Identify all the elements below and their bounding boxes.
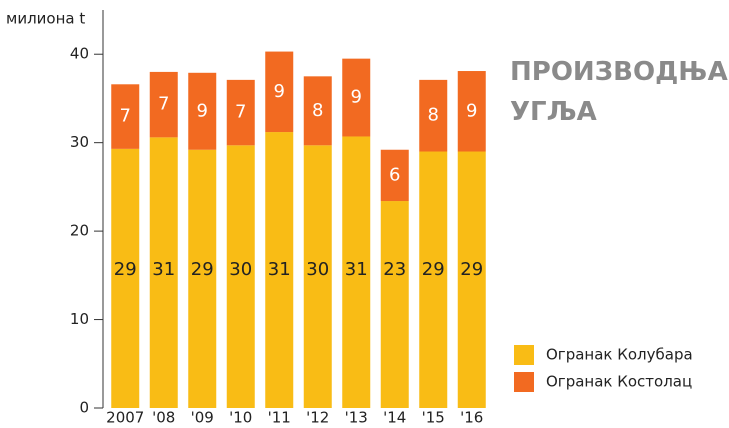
- x-tick-label: '11: [268, 409, 291, 427]
- data-label: 31: [152, 259, 175, 280]
- data-label: 29: [422, 259, 445, 280]
- data-label: 7: [120, 106, 131, 127]
- chart-title: ПРОИЗВОДЊА УГЉА: [510, 57, 728, 127]
- bar-segment: [419, 79, 448, 152]
- bar-segment: [226, 79, 255, 146]
- legend-swatch: [514, 345, 534, 365]
- data-label: 9: [274, 81, 285, 102]
- bar-segment: [380, 201, 409, 408]
- data-label: 6: [389, 164, 400, 185]
- bar-segment: [265, 132, 294, 408]
- bar-segment: [457, 71, 486, 152]
- data-label: 29: [460, 259, 483, 280]
- bar-segment: [226, 145, 255, 408]
- data-label: 9: [351, 87, 362, 108]
- y-axis-label: милиона t: [6, 10, 85, 28]
- data-label: 9: [466, 100, 477, 121]
- data-label: 30: [229, 259, 252, 280]
- data-label: 8: [312, 100, 323, 121]
- data-label: 31: [268, 259, 291, 280]
- x-tick-label: '09: [191, 409, 214, 427]
- y-tick-label: 10: [70, 310, 89, 328]
- data-label: 7: [235, 102, 246, 123]
- bar-segment: [342, 58, 371, 137]
- data-label: 29: [114, 259, 137, 280]
- x-tick-label: 2007: [106, 409, 144, 427]
- data-label: 23: [383, 259, 406, 280]
- bar-segment: [303, 76, 332, 146]
- bar-segment: [419, 151, 448, 408]
- x-tick-label: '08: [152, 409, 175, 427]
- data-label: 9: [197, 100, 208, 121]
- x-tick-label: '13: [345, 409, 368, 427]
- bar-segment: [342, 136, 371, 408]
- bar-segment: [111, 148, 140, 408]
- bar-segment: [457, 151, 486, 408]
- bar-segment: [188, 149, 217, 408]
- legend-label: Огранак Колубара: [546, 346, 693, 364]
- bar-segment: [380, 149, 409, 202]
- x-tick-label: '12: [306, 409, 329, 427]
- bar-segment: [149, 137, 178, 409]
- bar-segment: [265, 51, 294, 133]
- y-tick-label: 30: [70, 133, 89, 151]
- x-tick-label: '16: [460, 409, 483, 427]
- bar-segment: [149, 71, 178, 138]
- bar-segment: [111, 84, 140, 149]
- y-tick-label: 20: [70, 222, 89, 240]
- data-label: 30: [306, 259, 329, 280]
- data-label: 7: [158, 94, 169, 115]
- x-tick-label: '10: [229, 409, 252, 427]
- x-tick-label: '15: [422, 409, 445, 427]
- bar-segment: [303, 145, 332, 408]
- y-tick-label: 0: [79, 399, 89, 417]
- y-tick-label: 40: [70, 45, 89, 63]
- data-label: 8: [428, 105, 439, 126]
- data-label: 31: [345, 259, 368, 280]
- x-tick-label: '14: [383, 409, 406, 427]
- legend-label: Огранак Костолац: [546, 373, 692, 391]
- data-label: 29: [191, 259, 214, 280]
- bar-segment: [188, 72, 217, 150]
- legend-swatch: [514, 372, 534, 392]
